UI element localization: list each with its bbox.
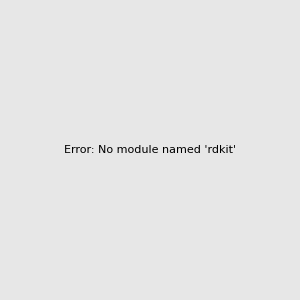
Text: Error: No module named 'rdkit': Error: No module named 'rdkit'	[64, 145, 236, 155]
